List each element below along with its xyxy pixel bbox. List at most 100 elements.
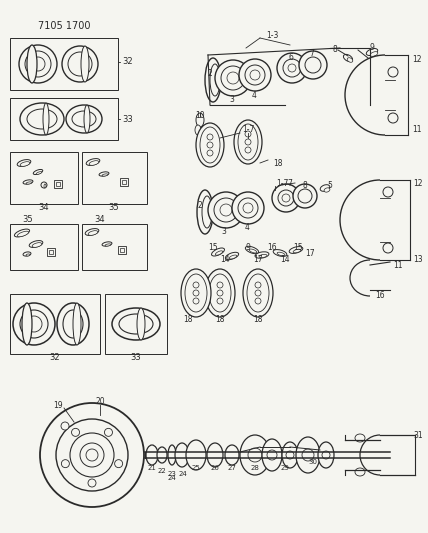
Ellipse shape	[157, 447, 167, 463]
Circle shape	[193, 290, 199, 296]
Text: 18: 18	[253, 316, 263, 325]
Ellipse shape	[63, 310, 83, 338]
Ellipse shape	[23, 252, 31, 256]
Circle shape	[193, 298, 199, 304]
Text: 6: 6	[288, 52, 294, 61]
Bar	[49, 250, 53, 254]
Circle shape	[282, 194, 290, 202]
Circle shape	[283, 59, 301, 77]
Ellipse shape	[57, 303, 89, 345]
Circle shape	[322, 451, 330, 459]
Circle shape	[243, 203, 253, 213]
Ellipse shape	[84, 105, 90, 133]
Circle shape	[245, 139, 251, 145]
Text: 33: 33	[123, 115, 134, 124]
Text: 7: 7	[288, 180, 292, 189]
Circle shape	[278, 190, 294, 206]
Text: 9: 9	[246, 243, 250, 252]
Ellipse shape	[66, 105, 102, 133]
Circle shape	[207, 134, 213, 140]
Ellipse shape	[343, 54, 353, 62]
Ellipse shape	[277, 252, 285, 256]
Circle shape	[255, 298, 261, 304]
Ellipse shape	[27, 109, 57, 129]
Text: 31: 31	[413, 431, 422, 440]
Text: 24: 24	[168, 475, 176, 481]
Ellipse shape	[112, 308, 160, 340]
Bar	[82, 152, 147, 204]
Circle shape	[220, 204, 232, 216]
Text: 17: 17	[253, 255, 263, 264]
Text: 14: 14	[220, 254, 230, 263]
Ellipse shape	[196, 113, 204, 127]
Circle shape	[207, 142, 213, 148]
Ellipse shape	[383, 187, 393, 197]
Circle shape	[68, 52, 92, 76]
Circle shape	[104, 429, 113, 437]
Ellipse shape	[226, 252, 239, 260]
Text: 1-7: 1-7	[242, 125, 254, 134]
Ellipse shape	[99, 172, 109, 176]
Text: 20: 20	[95, 398, 105, 407]
Bar	[120, 248, 124, 252]
Circle shape	[272, 184, 300, 212]
Ellipse shape	[229, 255, 237, 259]
Text: 3: 3	[222, 228, 226, 237]
Text: 3: 3	[229, 95, 235, 104]
Ellipse shape	[247, 274, 269, 312]
Ellipse shape	[26, 182, 32, 184]
Circle shape	[31, 57, 45, 71]
Text: 12: 12	[413, 179, 422, 188]
Circle shape	[255, 282, 261, 288]
Circle shape	[193, 282, 199, 288]
Ellipse shape	[196, 123, 224, 167]
Text: 19: 19	[53, 401, 63, 410]
Ellipse shape	[181, 269, 211, 317]
Ellipse shape	[388, 67, 398, 77]
Text: 15: 15	[293, 243, 303, 252]
Text: 17: 17	[305, 249, 315, 259]
Circle shape	[245, 147, 251, 153]
Circle shape	[227, 72, 239, 84]
Ellipse shape	[320, 185, 330, 191]
Text: 15: 15	[208, 244, 218, 253]
Bar	[47, 248, 55, 256]
Circle shape	[239, 59, 271, 91]
Text: 24: 24	[178, 471, 187, 477]
Text: 29: 29	[281, 465, 289, 471]
Circle shape	[286, 451, 294, 459]
Ellipse shape	[185, 274, 207, 312]
Ellipse shape	[33, 169, 43, 174]
Ellipse shape	[370, 52, 378, 56]
Text: 18: 18	[273, 158, 283, 167]
Bar	[10, 224, 78, 270]
Circle shape	[217, 298, 223, 304]
Ellipse shape	[102, 242, 112, 246]
Circle shape	[250, 70, 260, 80]
Ellipse shape	[146, 445, 158, 465]
Circle shape	[61, 459, 69, 467]
Circle shape	[115, 459, 123, 467]
Text: 7105 1700: 7105 1700	[38, 21, 90, 31]
Ellipse shape	[210, 64, 220, 96]
Ellipse shape	[32, 243, 42, 247]
Text: 23: 23	[168, 471, 176, 477]
Circle shape	[245, 65, 265, 85]
Ellipse shape	[262, 439, 282, 471]
Circle shape	[255, 290, 261, 296]
Ellipse shape	[22, 303, 32, 345]
Ellipse shape	[89, 160, 99, 165]
Text: 13: 13	[413, 255, 422, 264]
Ellipse shape	[15, 229, 30, 237]
Text: 34: 34	[39, 204, 49, 213]
Text: 18: 18	[215, 316, 225, 325]
Circle shape	[20, 310, 48, 338]
Ellipse shape	[85, 229, 99, 236]
Circle shape	[305, 57, 321, 73]
Text: 9: 9	[369, 43, 374, 52]
Ellipse shape	[61, 422, 69, 430]
Text: 27: 27	[228, 465, 236, 471]
Text: 10: 10	[195, 110, 205, 119]
Ellipse shape	[225, 445, 239, 465]
Bar	[105, 294, 167, 354]
